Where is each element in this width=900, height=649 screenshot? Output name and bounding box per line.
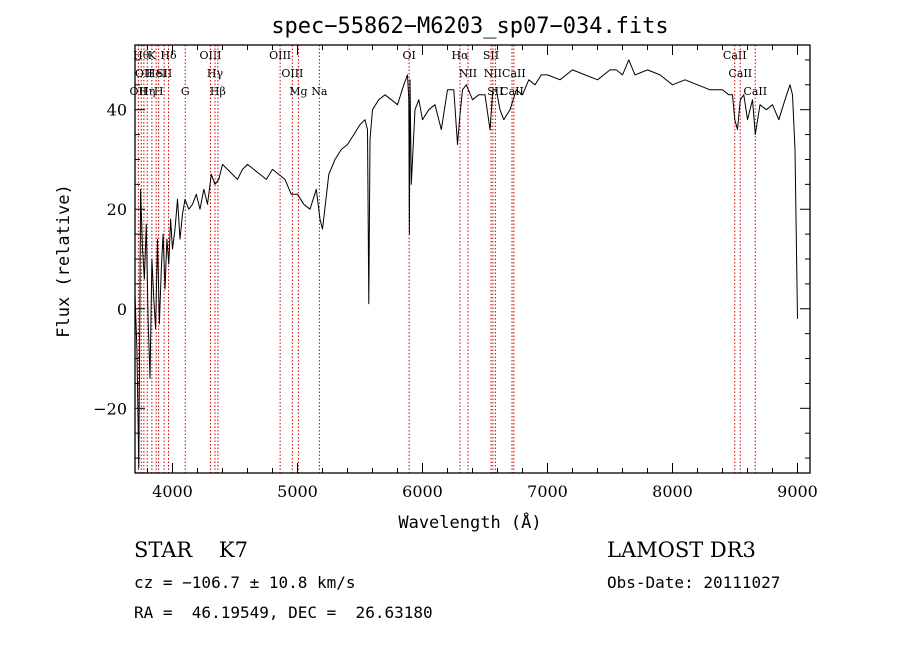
line-marker-label: OII <box>135 67 153 80</box>
x-tick-label: 8000 <box>652 482 693 501</box>
x-tick-label: 9000 <box>777 482 818 501</box>
redshift-info: cz = −106.7 ± 10.8 km/s <box>134 573 356 592</box>
y-tick-label: −20 <box>93 399 127 418</box>
line-marker-label: OIII <box>281 67 303 80</box>
line-marker-label: CaII <box>500 85 524 98</box>
series-line-flux <box>134 59 798 469</box>
line-marker-label: Mg <box>289 85 307 98</box>
line-marker-label: HeI <box>146 67 166 80</box>
y-tick-label: 0 <box>117 300 127 319</box>
line-marker-label: K <box>148 49 157 62</box>
plot-frame <box>134 44 811 474</box>
line-marker-label: NII <box>484 67 502 80</box>
y-tick-label: 40 <box>107 101 127 120</box>
line-marker-label: OIII <box>199 49 221 62</box>
line-marker-label: NII <box>459 67 477 80</box>
line-marker-label: OIII <box>269 49 291 62</box>
line-marker-label: OII <box>130 85 148 98</box>
axis-ticks: 4000 5000 6000 7000 8000 9000 −20 0 20 40 <box>93 45 818 501</box>
x-tick-label: 5000 <box>277 482 318 501</box>
line-marker-label: CaII <box>502 67 526 80</box>
line-marker-label: SII <box>483 49 499 62</box>
line-marker-label: G <box>181 85 190 98</box>
spectral-class: STAR K7 <box>134 538 248 562</box>
line-marker-label: SII <box>156 67 172 80</box>
survey-name: LAMOST DR3 <box>607 538 756 562</box>
line-marker-label: Na <box>311 85 328 98</box>
y-tick-label: 20 <box>107 200 127 219</box>
x-tick-label: 7000 <box>527 482 568 501</box>
y-axis-label: Flux (relative) <box>54 184 74 338</box>
line-marker-label: Hδ <box>160 49 177 62</box>
line-marker-label: H <box>154 85 164 98</box>
chart-title: spec−55862−M6203_sp07−034.fits <box>271 14 668 39</box>
x-tick-label: 6000 <box>402 482 443 501</box>
line-marker-label: CaII <box>743 85 767 98</box>
line-marker-label: Hβ <box>210 85 226 98</box>
line-marker-label: SII <box>487 85 503 98</box>
line-marker-label: CaII <box>723 49 747 62</box>
line-marker-label: Hγ <box>207 67 224 80</box>
series-layer <box>134 59 798 469</box>
line-marker-label: OI <box>402 49 415 62</box>
x-tick-label: 4000 <box>152 482 193 501</box>
line-marker-label: Hθ <box>133 49 150 62</box>
line-marker-label: Hη <box>139 85 155 98</box>
coordinates: RA = 46.19549, DEC = 26.63180 <box>134 603 433 622</box>
line-marker-label: Hα <box>451 49 469 62</box>
obs-date: Obs-Date: 20111027 <box>607 573 781 592</box>
line-marker-label: CaII <box>728 67 752 80</box>
x-axis-label: Wavelength (Å) <box>398 511 541 533</box>
